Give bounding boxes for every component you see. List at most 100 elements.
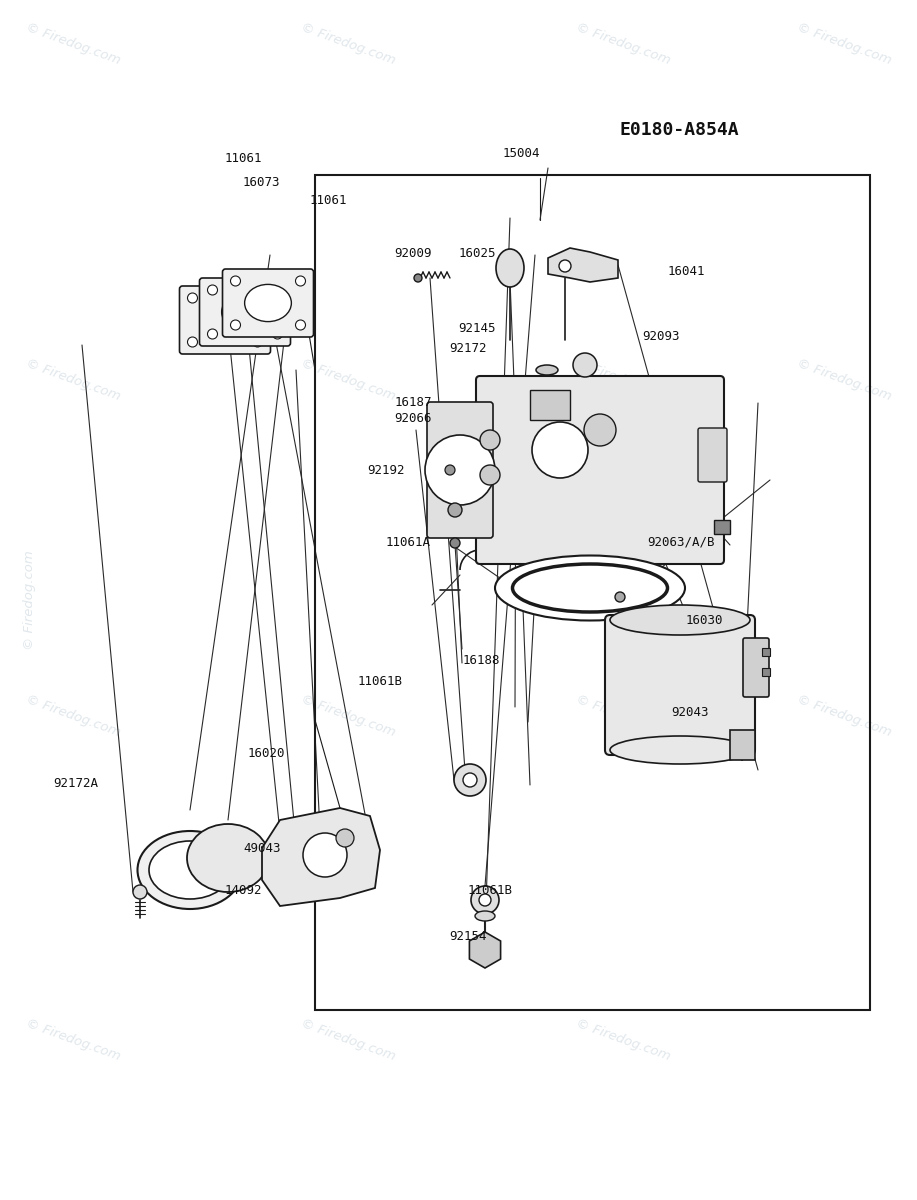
FancyBboxPatch shape: [605, 614, 755, 755]
FancyBboxPatch shape: [476, 376, 724, 564]
Circle shape: [303, 833, 347, 877]
Circle shape: [615, 592, 625, 602]
Text: 92009: 92009: [394, 247, 432, 259]
Polygon shape: [470, 932, 501, 968]
Circle shape: [463, 773, 477, 787]
Text: 92172A: 92172A: [53, 778, 98, 790]
Ellipse shape: [222, 293, 269, 330]
Text: © Firedog.com: © Firedog.com: [299, 692, 398, 739]
Circle shape: [272, 329, 282, 338]
Circle shape: [133, 886, 147, 899]
Circle shape: [252, 293, 262, 302]
Text: © Firedog.com: © Firedog.com: [299, 1016, 398, 1063]
Circle shape: [230, 276, 240, 286]
Bar: [762, 648, 770, 656]
Text: 11061A: 11061A: [385, 536, 430, 548]
Text: 15004: 15004: [503, 148, 540, 160]
Ellipse shape: [495, 556, 685, 620]
Ellipse shape: [610, 605, 750, 635]
Circle shape: [450, 538, 460, 548]
Bar: [762, 668, 770, 676]
Text: © Firedog.com: © Firedog.com: [794, 20, 893, 67]
Text: © Firedog.com: © Firedog.com: [24, 356, 123, 403]
Circle shape: [559, 260, 571, 272]
Ellipse shape: [496, 248, 524, 287]
Ellipse shape: [187, 824, 269, 892]
Bar: [730, 730, 755, 760]
Text: 16030: 16030: [686, 614, 724, 626]
Text: 92145: 92145: [458, 323, 496, 335]
FancyBboxPatch shape: [743, 638, 769, 697]
Text: 14092: 14092: [225, 884, 262, 896]
Circle shape: [414, 274, 422, 282]
Ellipse shape: [245, 284, 292, 322]
Text: © Firedog.com: © Firedog.com: [574, 356, 673, 403]
Circle shape: [187, 293, 197, 302]
Text: © Firedog.com: © Firedog.com: [299, 20, 398, 67]
FancyBboxPatch shape: [427, 402, 493, 538]
Text: 16187: 16187: [394, 396, 432, 408]
Text: © Firedog.com: © Firedog.com: [24, 692, 123, 739]
Circle shape: [454, 764, 486, 796]
Circle shape: [336, 829, 354, 847]
Circle shape: [295, 276, 305, 286]
Text: © Firedog.com: © Firedog.com: [794, 692, 893, 739]
Circle shape: [207, 329, 217, 338]
Polygon shape: [548, 248, 618, 282]
FancyBboxPatch shape: [200, 278, 291, 346]
Text: 11061B: 11061B: [468, 884, 513, 896]
FancyBboxPatch shape: [698, 428, 727, 482]
Text: © Firedog.com: © Firedog.com: [24, 550, 37, 650]
Text: © Firedog.com: © Firedog.com: [794, 356, 893, 403]
Circle shape: [272, 284, 282, 295]
Circle shape: [187, 337, 197, 347]
Circle shape: [295, 320, 305, 330]
Circle shape: [252, 337, 262, 347]
Text: © Firedog.com: © Firedog.com: [24, 1016, 123, 1063]
Circle shape: [573, 353, 597, 377]
Text: 16073: 16073: [243, 176, 281, 188]
Ellipse shape: [149, 841, 231, 899]
Text: © Firedog.com: © Firedog.com: [24, 20, 123, 67]
Circle shape: [584, 414, 616, 446]
Ellipse shape: [536, 365, 558, 374]
Text: 11061B: 11061B: [358, 676, 403, 688]
Text: 16188: 16188: [462, 654, 500, 666]
Text: 92192: 92192: [367, 464, 404, 476]
Text: 16025: 16025: [458, 247, 496, 259]
Text: 11061: 11061: [225, 152, 262, 164]
Text: 49043: 49043: [243, 842, 281, 854]
Circle shape: [471, 886, 499, 914]
FancyBboxPatch shape: [223, 269, 314, 337]
Circle shape: [480, 464, 500, 485]
Circle shape: [207, 284, 217, 295]
Circle shape: [425, 434, 495, 505]
Text: 92063/A/B: 92063/A/B: [647, 536, 715, 548]
Bar: [315, 175, 870, 1010]
FancyBboxPatch shape: [180, 286, 271, 354]
Text: © Firedog.com: © Firedog.com: [574, 692, 673, 739]
Text: © Firedog.com: © Firedog.com: [574, 1016, 673, 1063]
Ellipse shape: [202, 301, 249, 338]
Text: 92043: 92043: [671, 707, 709, 719]
Circle shape: [448, 503, 462, 517]
Text: 92172: 92172: [449, 342, 487, 354]
Ellipse shape: [138, 830, 242, 910]
Text: © Firedog.com: © Firedog.com: [299, 356, 398, 403]
Text: 11061: 11061: [310, 194, 348, 206]
Text: 16020: 16020: [248, 748, 285, 760]
Circle shape: [480, 430, 500, 450]
Text: 92154: 92154: [449, 930, 487, 942]
Circle shape: [532, 422, 588, 478]
Bar: [714, 520, 730, 534]
Text: E0180-A854A: E0180-A854A: [620, 121, 740, 139]
Circle shape: [230, 320, 240, 330]
Text: 92093: 92093: [642, 330, 679, 342]
Ellipse shape: [610, 736, 750, 764]
Circle shape: [445, 464, 455, 475]
Text: © Firedog.com: © Firedog.com: [574, 20, 673, 67]
Text: 16041: 16041: [668, 265, 705, 277]
Text: 92066: 92066: [394, 413, 432, 425]
Circle shape: [479, 894, 491, 906]
Ellipse shape: [475, 911, 495, 922]
